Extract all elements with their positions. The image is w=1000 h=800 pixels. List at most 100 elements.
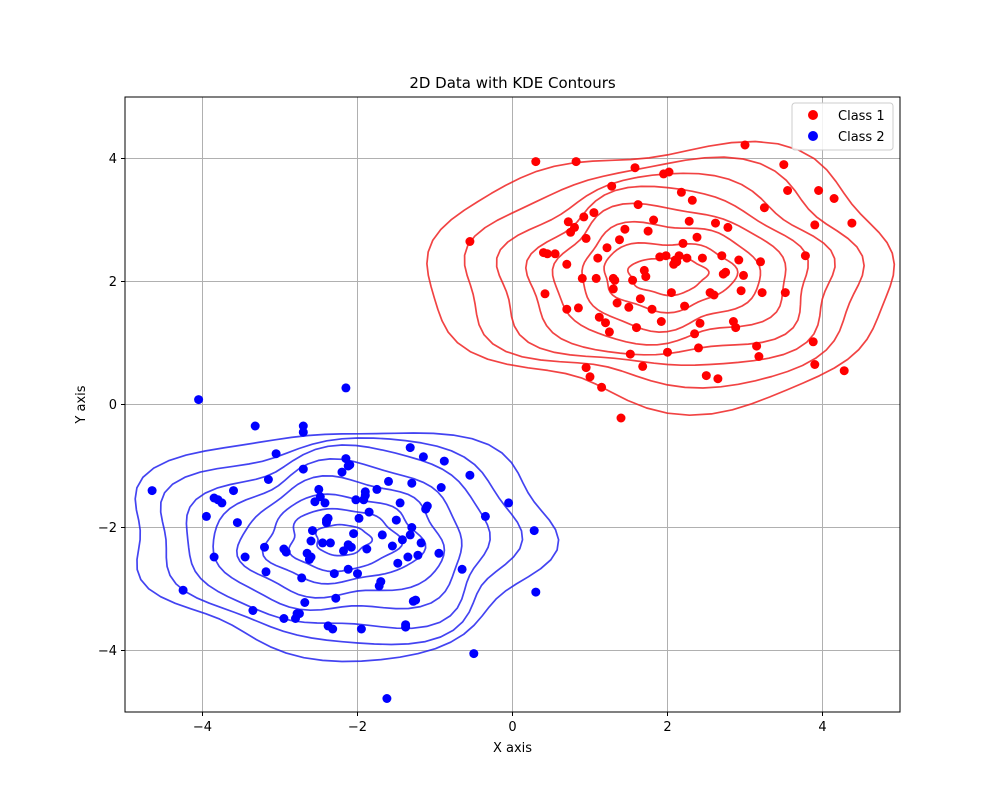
point-class-2: [418, 452, 428, 462]
point-class-1: [602, 243, 612, 253]
point-class-2: [315, 492, 325, 502]
legend-marker-class-1: [808, 110, 818, 120]
point-class-1: [562, 259, 572, 269]
x-tick-label: −2: [348, 720, 367, 735]
point-class-1: [594, 312, 604, 322]
point-class-1: [608, 273, 618, 283]
point-class-2: [346, 542, 356, 552]
point-class-2: [387, 541, 397, 551]
point-class-2: [403, 552, 413, 562]
point-class-2: [306, 552, 316, 562]
point-class-1: [638, 361, 648, 371]
point-class-2: [250, 421, 260, 431]
point-class-2: [263, 475, 273, 484]
point-class-1: [633, 200, 643, 210]
point-class-1: [589, 208, 599, 218]
contour-line-class-2: [159, 437, 524, 646]
point-class-2: [209, 493, 219, 503]
point-class-1: [690, 329, 700, 339]
point-class-1: [643, 226, 653, 236]
point-class-2: [469, 649, 479, 659]
point-class-2: [300, 598, 310, 607]
point-class-1: [581, 363, 591, 373]
point-class-2: [271, 449, 281, 459]
point-class-1: [759, 203, 769, 213]
point-class-2: [322, 515, 331, 525]
point-class-1: [632, 323, 641, 333]
point-class-1: [756, 257, 765, 267]
point-class-1: [814, 186, 824, 195]
point-class-1: [630, 163, 640, 173]
point-class-2: [434, 548, 444, 558]
point-class-2: [382, 694, 392, 703]
point-class-1: [531, 157, 541, 167]
point-class-1: [692, 232, 702, 242]
point-class-2: [354, 513, 364, 523]
x-tick-label: 2: [663, 720, 671, 735]
point-class-1: [573, 303, 583, 313]
point-class-1: [615, 235, 624, 245]
y-axis-label: Y axis: [74, 385, 89, 424]
point-class-1: [663, 347, 672, 357]
point-class-2: [391, 515, 401, 525]
contour-line-class-2: [235, 475, 446, 599]
point-class-1: [581, 233, 591, 243]
point-class-1: [601, 318, 610, 328]
point-class-1: [800, 251, 810, 261]
contour-line-class-1: [495, 172, 836, 367]
point-class-1: [628, 275, 638, 285]
point-class-2: [194, 395, 204, 405]
point-class-1: [680, 301, 690, 311]
point-class-2: [401, 622, 411, 632]
contour-line-class-1: [551, 202, 787, 346]
point-class-2: [325, 538, 335, 548]
point-class-2: [147, 486, 157, 496]
point-class-1: [616, 413, 626, 423]
point-class-2: [405, 530, 415, 540]
point-class-2: [457, 564, 467, 574]
point-class-1: [585, 372, 595, 382]
point-class-2: [411, 595, 421, 605]
point-class-2: [405, 443, 415, 453]
point-class-1: [563, 217, 573, 227]
legend-label-class-1: Class 1: [838, 109, 885, 124]
point-class-2: [465, 470, 475, 480]
point-class-2: [480, 511, 490, 521]
point-class-1: [540, 289, 550, 299]
point-class-1: [666, 288, 676, 298]
point-class-1: [604, 327, 614, 337]
point-class-2: [395, 498, 405, 508]
point-class-2: [314, 484, 324, 494]
point-class-2: [372, 484, 382, 494]
point-class-1: [694, 343, 703, 353]
point-class-2: [294, 609, 304, 619]
contour-line-class-2: [261, 493, 427, 585]
y-tick-label: −2: [98, 521, 117, 536]
y-tick-label: −4: [98, 644, 117, 659]
grid-lines: [125, 97, 900, 712]
point-class-1: [669, 259, 679, 269]
point-class-2: [351, 495, 361, 505]
point-class-2: [229, 486, 238, 496]
point-class-2: [353, 569, 362, 579]
point-class-1: [597, 382, 607, 392]
legend-marker-class-2: [808, 131, 818, 141]
point-class-2: [320, 498, 330, 508]
contour-line-class-1: [463, 156, 865, 389]
point-class-2: [407, 523, 417, 532]
point-class-1: [783, 186, 793, 195]
point-class-2: [248, 606, 258, 615]
point-class-1: [757, 288, 767, 298]
point-class-2: [349, 529, 359, 539]
point-class-1: [579, 212, 589, 222]
point-class-2: [232, 518, 242, 528]
point-class-1: [570, 222, 579, 232]
point-class-1: [779, 160, 789, 170]
point-class-2: [260, 542, 269, 552]
x-tick-label: 4: [818, 720, 826, 735]
point-class-2: [384, 476, 393, 486]
point-class-2: [364, 507, 374, 517]
y-tick-label: 0: [109, 398, 117, 413]
point-class-2: [217, 498, 227, 508]
